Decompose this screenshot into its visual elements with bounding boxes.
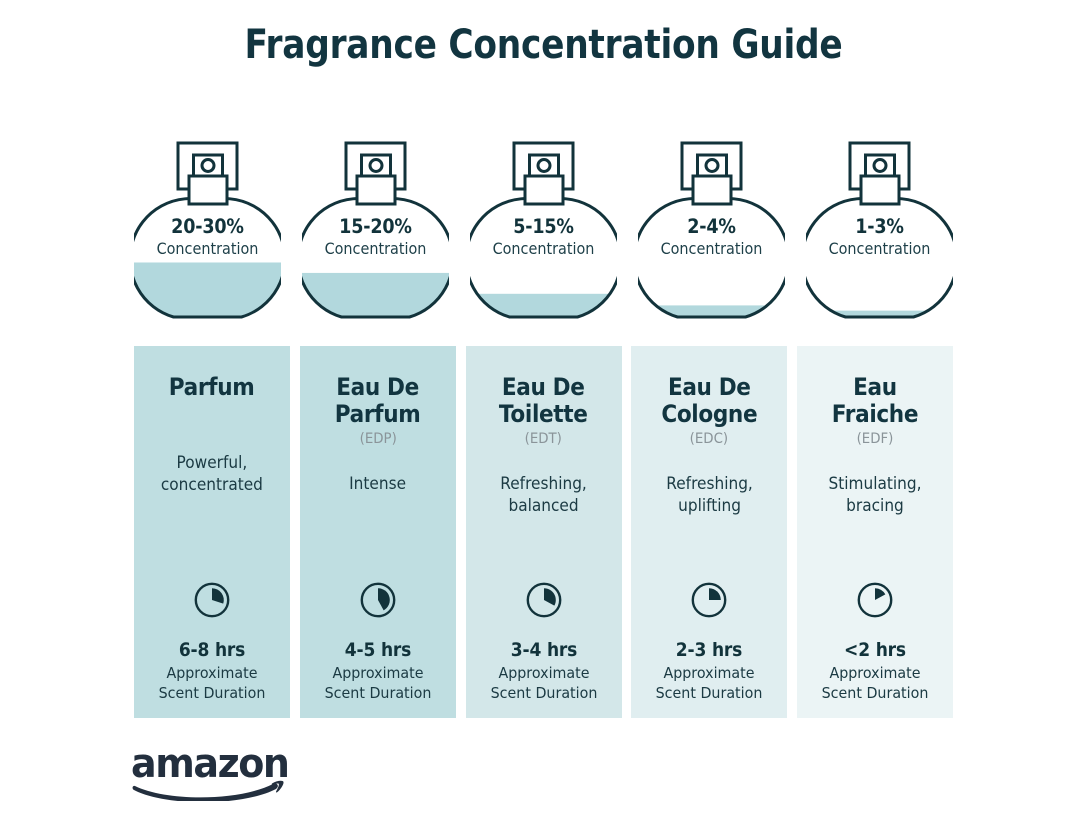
- bottle-neck: [355, 174, 397, 206]
- bottles-row: 20-30% Concentration 15-20% Concentratio…: [134, 136, 953, 336]
- card-title: Eau Fraiche: [831, 373, 919, 429]
- bottle-body-outline: [638, 197, 785, 319]
- bottle-neck: [523, 174, 565, 206]
- bottle-sprayer-circle: [872, 158, 888, 173]
- clock-icon-wrap: [300, 582, 456, 618]
- bottle-graphic: [806, 141, 953, 319]
- clock-pie-icon: [691, 582, 727, 618]
- bottle-body-outline: [302, 197, 449, 319]
- bottle-body-outline: [806, 197, 953, 319]
- clock-pie-icon: [857, 582, 893, 618]
- bottle-neck: [187, 174, 229, 206]
- card-abbreviation: (EDT): [524, 431, 563, 448]
- bottle-neck: [859, 174, 901, 206]
- duration-label: Approximate Scent Duration: [655, 663, 763, 702]
- card-title: Eau De Parfum: [334, 373, 421, 429]
- duration-hours: 3-4 hrs: [510, 639, 577, 661]
- fragrance-card-4[interactable]: Eau De Cologne (EDC) Refreshing, uplifti…: [631, 346, 788, 718]
- card-abbreviation: (EDC): [690, 431, 729, 448]
- bottle-1: 20-30% Concentration: [134, 136, 281, 336]
- bottle-liquid: [134, 262, 281, 317]
- clock-icon-wrap: [631, 582, 787, 618]
- bottle-sprayer-circle: [200, 158, 216, 173]
- duration-hours: 6-8 hrs: [178, 639, 246, 661]
- clock-icon-wrap: [134, 582, 290, 618]
- bottle-liquid: [806, 310, 953, 317]
- svg-text:amazon: amazon: [131, 745, 289, 787]
- duration-block: <2 hrs Approximate Scent Duration: [797, 639, 953, 704]
- bottle-sprayer-circle: [368, 158, 384, 173]
- duration-block: 2-3 hrs Approximate Scent Duration: [631, 639, 787, 704]
- card-abbreviation: (EDP): [359, 431, 397, 448]
- card-abbreviation: (EDF): [856, 431, 894, 448]
- clock-pie-icon: [526, 582, 561, 618]
- clock-pie-icon: [194, 582, 230, 618]
- bottle-graphic: [638, 141, 785, 319]
- card-title: Eau De Toilette: [499, 373, 588, 429]
- duration-label: Approximate Scent Duration: [158, 663, 266, 702]
- duration-label: Approximate Scent Duration: [821, 663, 929, 702]
- card-description: Refreshing, uplifting: [665, 474, 753, 516]
- card-description: Intense: [349, 474, 407, 494]
- clock-icon-wrap: [797, 582, 953, 618]
- bottle-sprayer-circle: [536, 158, 552, 173]
- bottle-graphic: [302, 141, 449, 319]
- card-title: Eau De Cologne: [661, 373, 758, 429]
- duration-hours: 4-5 hrs: [344, 639, 412, 661]
- cards-row: Parfum Powerful, concentrated 6-8 hrs Ap…: [134, 346, 953, 718]
- bottle-4: 2-4% Concentration: [638, 136, 785, 336]
- bottle-sprayer-circle: [704, 158, 720, 173]
- bottle-liquid: [470, 293, 617, 317]
- card-description: Refreshing, balanced: [500, 474, 587, 516]
- bottle-graphic: [134, 141, 281, 319]
- fragrance-card-3[interactable]: Eau De Toilette (EDT) Refreshing, balanc…: [465, 346, 622, 718]
- duration-block: 4-5 hrs Approximate Scent Duration: [300, 639, 456, 704]
- card-description: Powerful, concentrated: [160, 453, 264, 495]
- card-description: Stimulating, bracing: [828, 474, 922, 516]
- duration-hours: <2 hrs: [844, 639, 906, 661]
- duration-block: 6-8 hrs Approximate Scent Duration: [134, 639, 290, 704]
- duration-label: Approximate Scent Duration: [324, 663, 432, 702]
- bottle-body-outline: [134, 197, 281, 319]
- duration-hours: 2-3 hrs: [676, 639, 743, 661]
- clock-pie-icon: [360, 582, 396, 618]
- fragrance-card-1[interactable]: Parfum Powerful, concentrated 6-8 hrs Ap…: [134, 346, 290, 718]
- bottle-neck: [691, 174, 733, 206]
- duration-block: 3-4 hrs Approximate Scent Duration: [466, 639, 622, 704]
- fragrance-card-2[interactable]: Eau De Parfum (EDP) Intense 4-5 hrs Appr…: [299, 346, 456, 718]
- amazon-logo: amazon: [131, 741, 291, 803]
- bottle-liquid: [638, 305, 785, 317]
- bottle-graphic: [470, 141, 617, 319]
- bottle-body-outline: [470, 197, 617, 319]
- bottle-5: 1-3% Concentration: [806, 136, 953, 336]
- page-title: Fragrance Concentration Guide: [244, 22, 843, 68]
- bottle-2: 15-20% Concentration: [302, 136, 449, 336]
- duration-label: Approximate Scent Duration: [490, 663, 597, 702]
- card-title: Parfum: [169, 373, 255, 401]
- fragrance-card-5[interactable]: Eau Fraiche (EDF) Stimulating, bracing <…: [797, 346, 953, 718]
- bottle-3: 5-15% Concentration: [470, 136, 617, 336]
- clock-icon-wrap: [466, 582, 622, 618]
